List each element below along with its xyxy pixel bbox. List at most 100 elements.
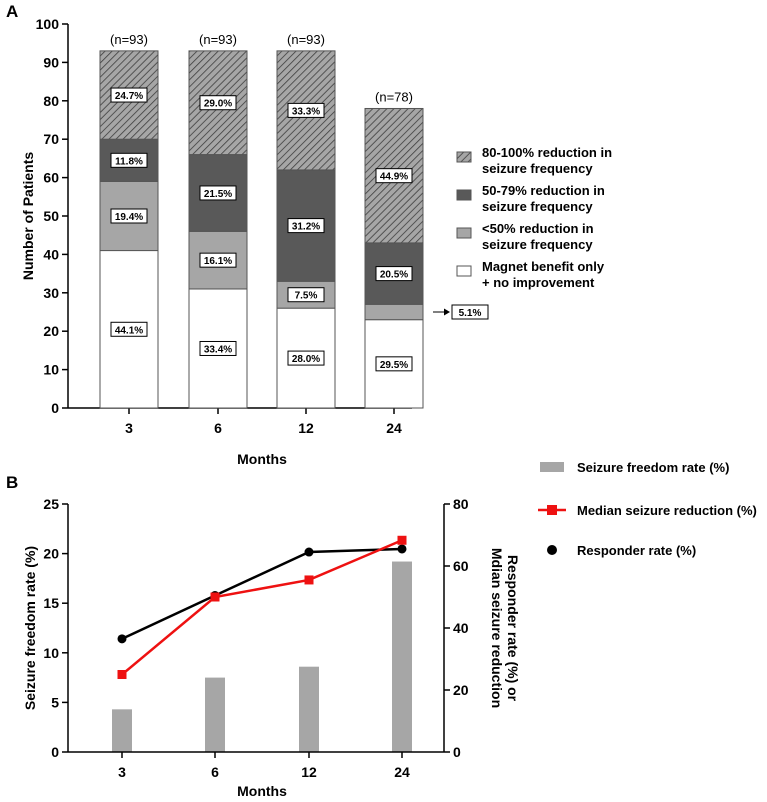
percent-label-box [375,168,413,184]
y-tick-label-right-b: 0 [453,744,461,760]
total-n-label: (n=93) [287,32,325,47]
y-tick-label-right-b: 40 [453,620,469,636]
percent-label-box [287,218,325,234]
total-n-label: (n=78) [375,89,413,104]
percent-label-box [199,340,237,356]
y-tick-label-left-b: 25 [43,496,59,512]
percent-label-box [110,87,148,103]
total-n-label: (n=93) [110,32,148,47]
y-tick-label-a: 30 [43,285,59,301]
x-tick-label-a: 24 [386,420,402,436]
total-n-label: (n=93) [199,32,237,47]
chart-b: 0 5 10 15 20 25 0 20 40 60 80 3 6 12 24 Months Seizure f… [22,460,757,799]
percent-label-box [287,102,325,118]
y-tick-label-a: 60 [43,170,59,186]
legend-marker-median [547,505,557,515]
panel-b-label: B [6,473,18,492]
legend-label-a: + no improvement [482,275,595,290]
freedom-rate-bar [299,666,319,752]
percent-label: 44.1% [115,325,143,336]
legend-swatch-a [456,227,472,239]
x-tick-label-a: 6 [214,420,222,436]
percent-label-box [199,185,237,201]
legend-label-a: 80-100% reduction in [482,145,612,160]
percent-label-box [375,356,413,372]
percent-label-box [451,304,489,320]
legend-label-median: Median seizure reduction (%) [577,503,757,518]
median-reduction-point [304,575,314,585]
freedom-rate-bar [112,709,132,752]
percent-label: 31.2% [292,222,320,233]
y-tick-label-left-b: 0 [51,744,59,760]
y-tick-label-right-b: 80 [453,496,469,512]
y-tick-label-left-b: 15 [43,595,59,611]
responder-rate-point [397,544,407,554]
y-tick-label-left-b: 10 [43,645,59,661]
callout-arrowhead [444,308,450,316]
bar-segment [364,242,424,305]
y-tick-label-left-b: 20 [43,546,59,562]
percent-label-box [110,152,148,168]
y-axis-title-right-b: Mdian seizure reduction [489,548,505,708]
chart-a: 0 10 20 30 40 50 60 70 80 90 100 3 6 12 24 Months Number… [20,16,612,467]
responder-rate-point [304,547,314,557]
y-tick-label-right-b: 20 [453,682,469,698]
y-tick-label-a: 50 [43,208,59,224]
percent-label-box [199,252,237,268]
x-tick-label-b: 24 [394,764,410,780]
y-tick-label-a: 20 [43,323,59,339]
y-axis-title-left-b: Seizure freedom rate (%) [22,546,38,710]
legend-label-a: seizure frequency [482,199,593,214]
legend-label-a: Magnet benefit only [482,259,605,274]
y-tick-label-left-b: 5 [51,694,59,710]
median-reduction-line [121,539,403,676]
percent-label: 33.4% [204,344,232,355]
percent-label-box [287,350,325,366]
responder-rate-point [117,634,127,644]
percent-label-box [110,321,148,337]
x-axis-title-b: Months [237,783,287,799]
percent-label: 44.9% [380,172,408,183]
y-axis-title-a: Number of Patients [20,152,36,281]
median-reduction-point [210,592,220,602]
percent-label: 20.5% [380,270,408,281]
percent-label: 21.5% [204,189,232,200]
legend-label-freedom: Seizure freedom rate (%) [577,460,729,475]
x-tick-label-a: 12 [298,420,314,436]
legend-marker-responder [547,545,557,555]
percent-label: 5.1% [459,308,482,319]
percent-label-box [199,95,237,111]
legend-label-a: <50% reduction in [482,221,594,236]
percent-label: 7.5% [295,291,318,302]
x-axis-title-a: Months [237,451,287,467]
legend-swatch-freedom [540,462,564,472]
legend-swatch-a [456,265,472,277]
responder-rate-line [121,547,403,640]
percent-label: 28.0% [292,354,320,365]
panel-a-label: A [6,2,18,21]
x-tick-label-b: 6 [211,764,219,780]
y-tick-label-a: 70 [43,131,59,147]
legend-label-a: 50-79% reduction in [482,183,605,198]
y-tick-label-a: 10 [43,362,59,378]
median-reduction-point [117,670,127,679]
x-tick-label-a: 3 [125,420,133,436]
legend-label-a: seizure frequency [482,161,593,176]
x-tick-label-b: 3 [118,764,126,780]
percent-label: 19.4% [115,212,143,223]
y-axis-title-right-b: Responder rate (%) or [505,555,521,702]
freedom-rate-bar [205,677,225,752]
x-tick-label-b: 12 [301,764,317,780]
legend-swatch-a [456,189,472,201]
percent-label-box [375,266,413,282]
y-tick-label-a: 40 [43,246,59,262]
percent-label: 33.3% [292,106,320,117]
legend-swatch-a [456,151,472,163]
percent-label-box [287,287,325,303]
freedom-rate-bar [392,561,412,752]
bar-segment [364,303,424,321]
percent-label-box [110,208,148,224]
legend-label-responder: Responder rate (%) [577,543,696,558]
y-tick-label-right-b: 60 [453,558,469,574]
